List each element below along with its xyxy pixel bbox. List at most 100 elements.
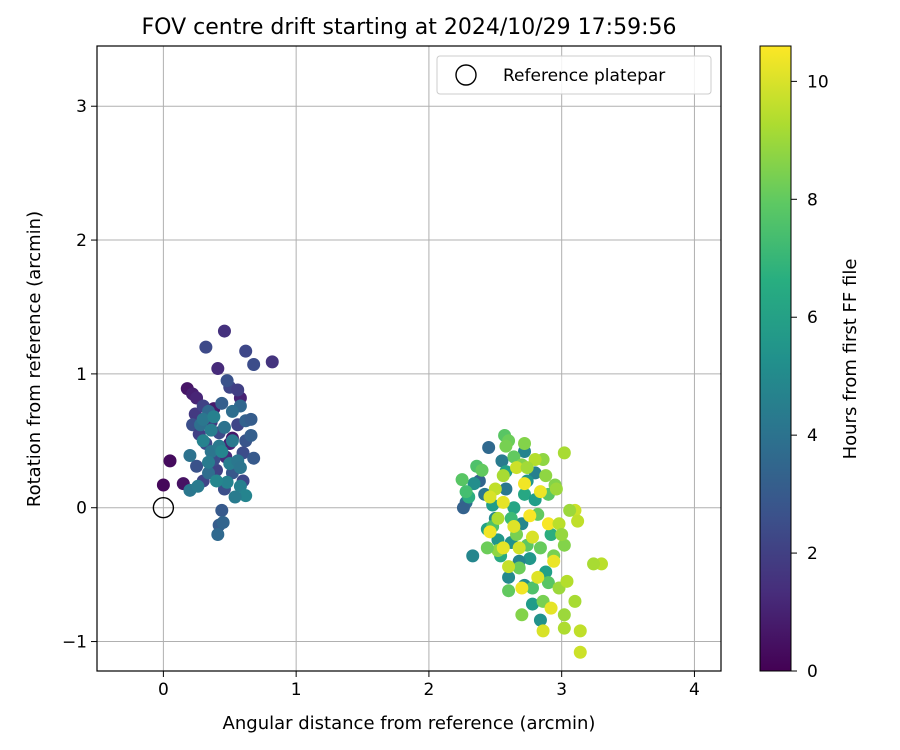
data-point xyxy=(496,541,510,555)
data-point xyxy=(541,517,555,531)
reference-marker xyxy=(152,497,175,519)
colorbar-tick-label: 8 xyxy=(807,190,818,210)
data-point xyxy=(202,466,216,480)
colorbar-tick-label: 4 xyxy=(807,426,818,446)
y-tick-label: 2 xyxy=(76,231,87,251)
x-tick-label: 3 xyxy=(556,680,567,700)
data-point xyxy=(587,557,601,571)
data-point xyxy=(515,608,529,622)
chart-title: FOV centre drift starting at 2024/10/29 … xyxy=(142,15,677,40)
colorbar-label: Hours from first FF file xyxy=(840,259,861,460)
data-point xyxy=(204,423,218,437)
data-point xyxy=(568,594,582,608)
data-point xyxy=(499,439,513,453)
data-point xyxy=(225,434,239,448)
y-tick-label: 1 xyxy=(76,365,87,385)
colorbar-gradient xyxy=(759,45,792,672)
data-point xyxy=(531,570,545,584)
data-point xyxy=(483,490,497,504)
data-point xyxy=(544,601,558,615)
x-axis-ticks: 0 1 2 3 4 xyxy=(158,671,700,700)
data-point xyxy=(190,459,204,473)
data-point xyxy=(518,436,532,450)
data-point xyxy=(225,404,239,418)
x-tick-label: 4 xyxy=(689,680,700,700)
data-point xyxy=(518,487,532,501)
data-point xyxy=(209,474,223,488)
data-point xyxy=(533,485,547,499)
data-point xyxy=(512,561,526,575)
data-point xyxy=(467,477,481,491)
data-point xyxy=(533,541,547,555)
data-point xyxy=(544,527,558,541)
legend-box xyxy=(436,55,712,95)
x-tick-label: 2 xyxy=(424,680,435,700)
reference-platepar-point xyxy=(152,497,175,519)
data-point xyxy=(216,515,230,529)
colorbar-tick-label: 2 xyxy=(807,544,818,564)
data-point xyxy=(156,478,170,492)
data-point xyxy=(563,503,577,517)
data-point xyxy=(244,412,258,426)
data-point xyxy=(482,440,496,454)
data-point xyxy=(515,581,529,595)
colorbar-ticks: 0 2 4 6 8 10 xyxy=(791,72,829,682)
plot-frame xyxy=(96,45,722,672)
data-point xyxy=(495,454,509,468)
data-point xyxy=(211,362,225,376)
legend-reference-marker xyxy=(455,64,477,86)
data-point xyxy=(217,324,231,338)
data-point xyxy=(211,527,225,541)
data-point xyxy=(510,461,524,475)
data-point xyxy=(207,410,221,424)
data-point xyxy=(502,570,516,584)
data-point xyxy=(549,482,563,496)
data-point xyxy=(215,503,229,517)
data-point xyxy=(496,469,510,483)
data-point xyxy=(491,511,505,525)
data-point xyxy=(239,344,253,358)
gridlines xyxy=(97,46,721,671)
data-point xyxy=(552,517,566,531)
data-point xyxy=(533,613,547,627)
data-point xyxy=(456,501,470,515)
data-point xyxy=(163,454,177,468)
data-point xyxy=(247,451,261,465)
colorbar-tick-label: 0 xyxy=(807,662,818,682)
data-points xyxy=(156,324,609,659)
legend-label: Reference platepar xyxy=(503,66,665,86)
data-point xyxy=(199,340,213,354)
data-point xyxy=(183,449,197,463)
data-point xyxy=(507,519,521,533)
data-point xyxy=(459,485,473,499)
data-point xyxy=(573,645,587,659)
data-point xyxy=(507,501,521,515)
data-point xyxy=(233,461,247,475)
data-point xyxy=(512,541,526,555)
data-point xyxy=(196,412,210,426)
data-point xyxy=(475,463,489,477)
data-point xyxy=(496,495,510,509)
data-point xyxy=(571,514,585,528)
data-point xyxy=(536,624,550,638)
data-point xyxy=(525,530,539,544)
y-tick-label: 0 xyxy=(76,499,87,519)
colorbar: 0 2 4 6 8 10 Hours from first FF file xyxy=(759,45,861,682)
y-tick-label: 3 xyxy=(76,97,87,117)
data-point xyxy=(483,525,497,539)
colorbar-tick-label: 10 xyxy=(807,72,829,92)
data-point xyxy=(541,576,555,590)
data-point xyxy=(228,490,242,504)
legend: Reference platepar xyxy=(436,55,712,95)
data-point xyxy=(455,473,469,487)
data-point xyxy=(215,445,229,459)
data-point xyxy=(525,581,539,595)
x-tick-label: 1 xyxy=(291,680,302,700)
data-point xyxy=(557,621,571,635)
y-axis-label: Rotation from reference (arcmin) xyxy=(24,211,45,507)
data-point xyxy=(265,355,279,369)
data-point xyxy=(220,475,234,489)
data-point xyxy=(480,541,494,555)
x-tick-label: 0 xyxy=(158,680,169,700)
